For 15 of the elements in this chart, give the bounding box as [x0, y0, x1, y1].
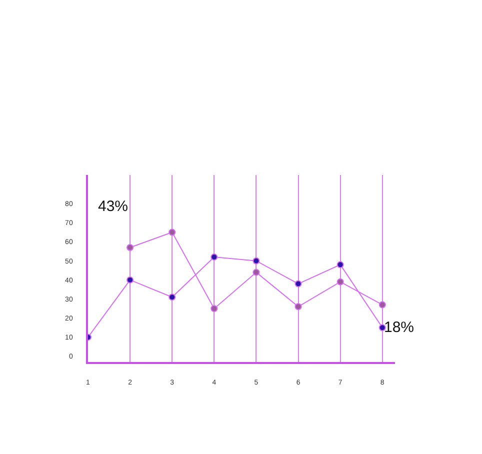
point: [378, 301, 386, 308]
point: [126, 244, 134, 252]
point: [336, 261, 344, 268]
point: [336, 278, 344, 286]
point: [168, 228, 176, 236]
point: [168, 294, 176, 301]
point: [210, 254, 218, 261]
annotation: 18%: [384, 319, 414, 336]
point: [252, 257, 260, 264]
point: [294, 280, 302, 288]
point: [252, 268, 260, 276]
point: [126, 276, 134, 284]
annotation: 43%: [98, 198, 128, 215]
point: [210, 305, 218, 312]
point: [294, 303, 302, 310]
